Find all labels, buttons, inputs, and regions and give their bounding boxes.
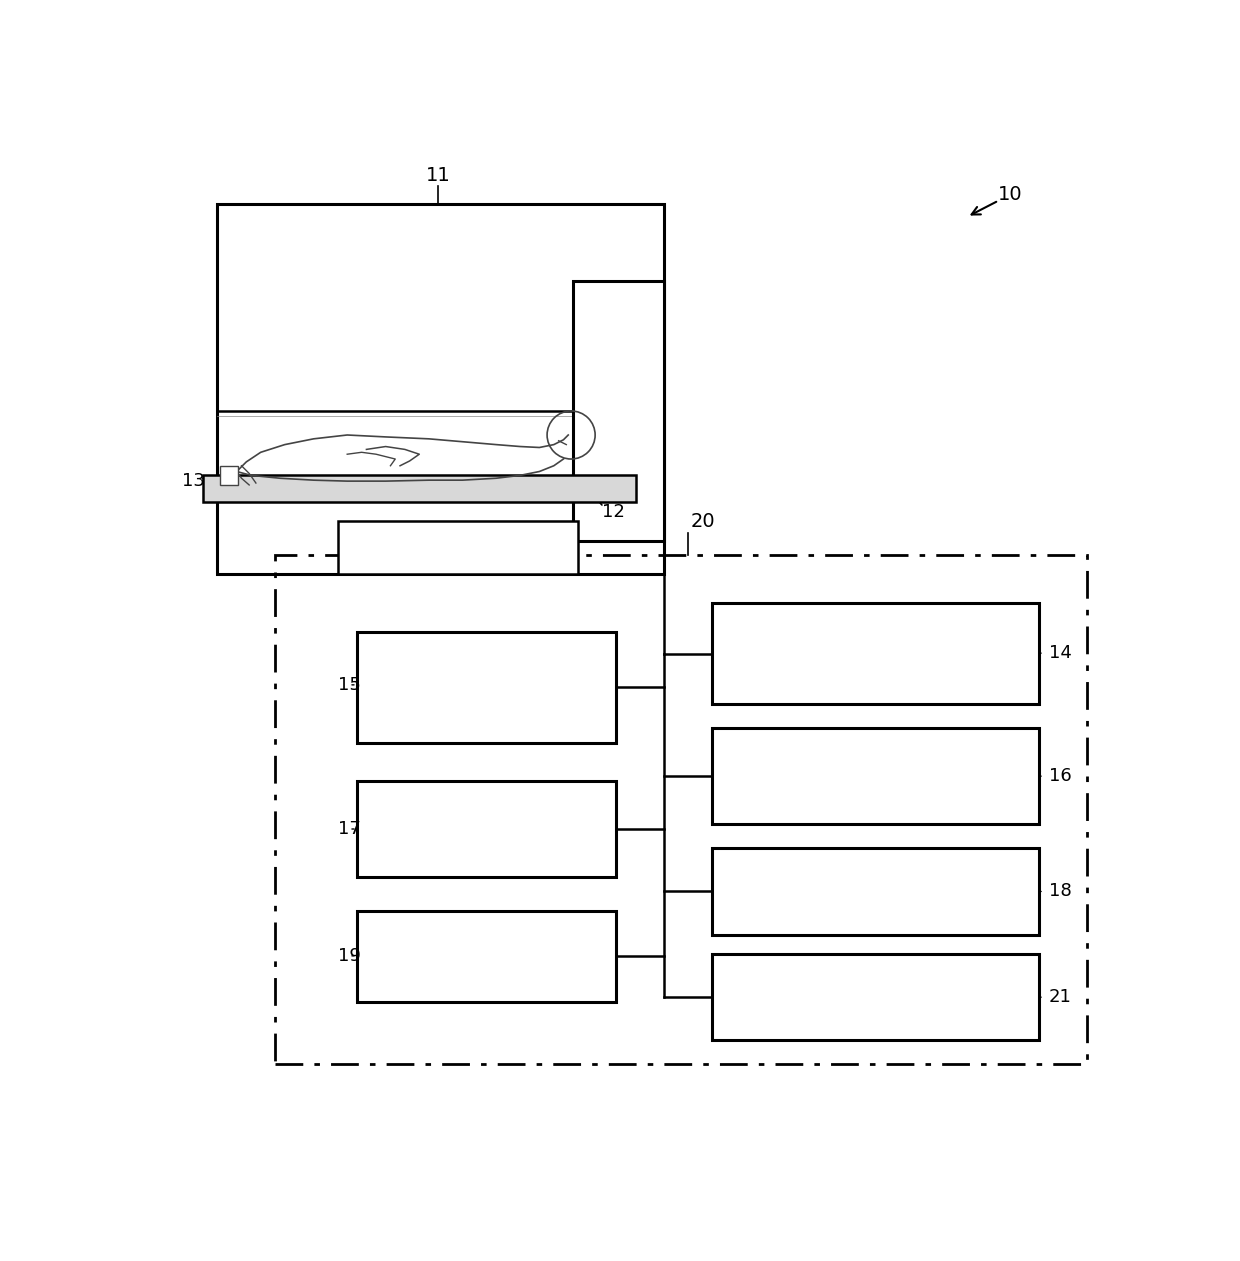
Text: 20: 20 [691,512,715,531]
Text: 19: 19 [337,947,361,965]
Text: 14: 14 [1049,644,1071,662]
Bar [712,603,1039,704]
Bar [357,632,616,743]
Bar [203,475,635,502]
Bar [217,204,665,574]
Text: 21: 21 [1049,989,1071,1006]
Text: 11: 11 [427,166,451,185]
Text: 12: 12 [601,503,625,521]
Text: 13: 13 [182,472,205,491]
Bar [712,849,1039,934]
Bar [357,781,616,878]
Bar [275,555,1087,1064]
Text: 18: 18 [1049,883,1071,900]
Bar [712,953,1039,1040]
Bar [337,522,578,574]
Bar [221,465,238,485]
Bar [573,281,665,541]
Text: 10: 10 [998,185,1023,204]
Text: 15: 15 [337,676,361,694]
Bar [712,728,1039,825]
Text: 16: 16 [1049,767,1071,786]
Bar [357,910,616,1002]
Text: 17: 17 [337,820,361,839]
